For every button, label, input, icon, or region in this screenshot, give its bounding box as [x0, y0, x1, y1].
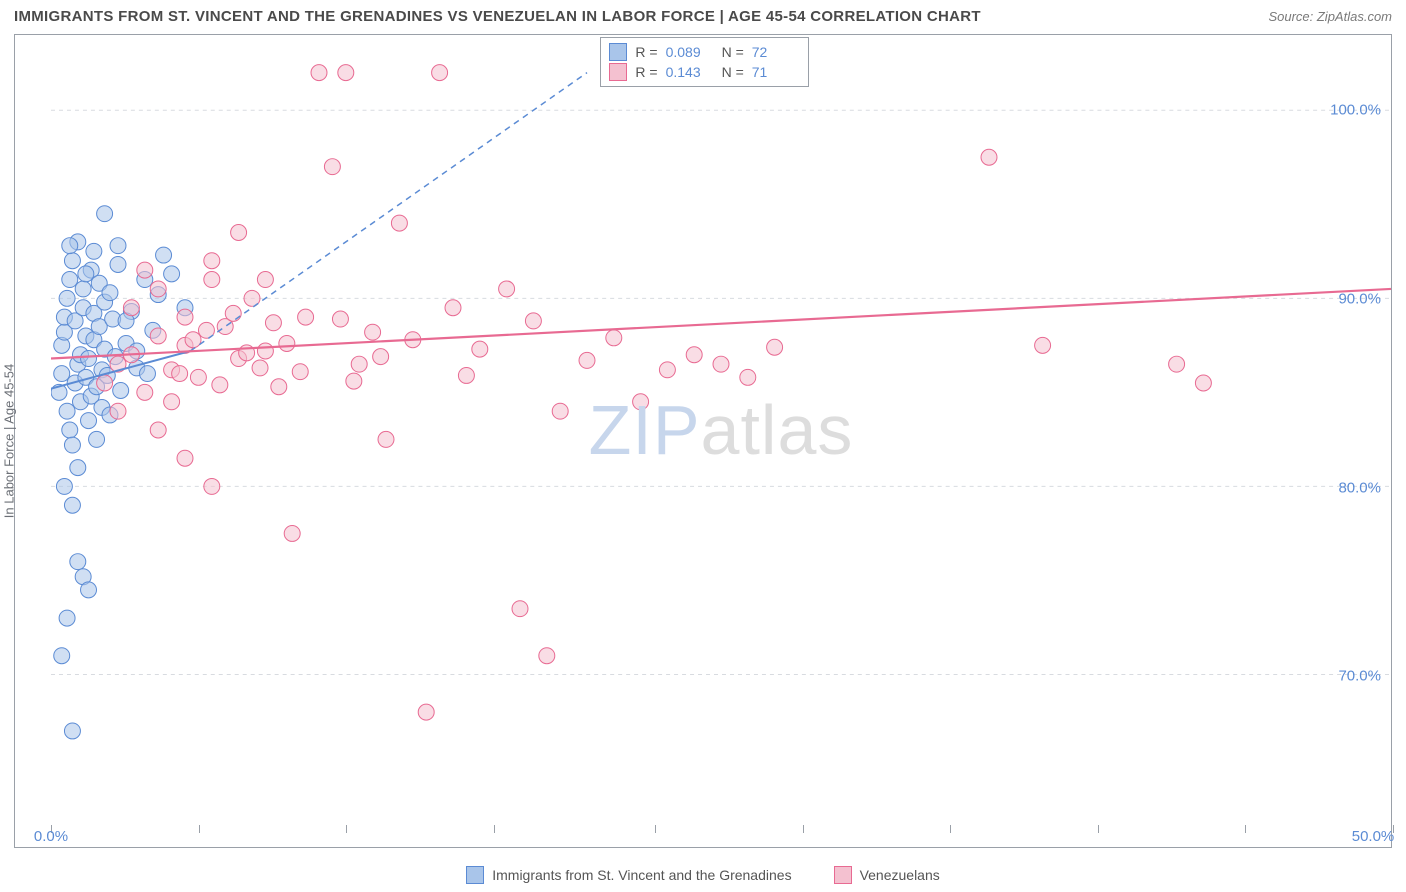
y-tick-label: 100.0% [1330, 102, 1381, 119]
plot-area: ZIPatlas R = 0.089 N = 72 R = 0.143 N = … [51, 35, 1391, 825]
stat-n-label: N = [722, 44, 744, 60]
stat-r-value: 0.089 [666, 44, 714, 60]
y-tick-label: 80.0% [1338, 479, 1381, 496]
legend-item: Venezuelans [834, 866, 940, 884]
y-tick-label: 70.0% [1338, 668, 1381, 685]
x-tick-mark [346, 825, 347, 833]
chart-source: Source: ZipAtlas.com [1268, 9, 1392, 24]
y-tick-label: 90.0% [1338, 291, 1381, 308]
legend-label: Venezuelans [860, 867, 940, 883]
stat-r-label: R = [635, 44, 657, 60]
legend-label: Immigrants from St. Vincent and the Gren… [492, 867, 791, 883]
x-tick-mark [199, 825, 200, 833]
x-tick-mark [803, 825, 804, 833]
chart-header: IMMIGRANTS FROM ST. VINCENT AND THE GREN… [0, 0, 1406, 31]
correlation-stats-box: R = 0.089 N = 72 R = 0.143 N = 71 [600, 37, 808, 87]
stat-n-label: N = [722, 64, 744, 80]
plot-frame: In Labor Force | Age 45-54 ZIPatlas R = … [14, 34, 1392, 848]
stat-r-value: 0.143 [666, 64, 714, 80]
x-tick-mark [1098, 825, 1099, 833]
y-axis-label: In Labor Force | Age 45-54 [2, 364, 17, 518]
stats-row: R = 0.143 N = 71 [609, 62, 799, 82]
x-tick-label-right: 50.0% [1352, 828, 1395, 845]
legend-swatch [466, 866, 484, 884]
stats-swatch [609, 43, 627, 61]
stat-n-value: 71 [752, 64, 800, 80]
legend-swatch [834, 866, 852, 884]
stat-r-label: R = [635, 64, 657, 80]
x-tick-mark [655, 825, 656, 833]
x-tick-mark [950, 825, 951, 833]
legend: Immigrants from St. Vincent and the Gren… [0, 866, 1406, 884]
x-tick-mark [494, 825, 495, 833]
stat-n-value: 72 [752, 44, 800, 60]
legend-item: Immigrants from St. Vincent and the Gren… [466, 866, 791, 884]
x-tick-mark [1245, 825, 1246, 833]
stats-row: R = 0.089 N = 72 [609, 42, 799, 62]
stats-swatch [609, 63, 627, 81]
scatter-chart [51, 35, 1391, 825]
chart-title: IMMIGRANTS FROM ST. VINCENT AND THE GREN… [14, 8, 981, 25]
x-tick-label-left: 0.0% [34, 828, 68, 845]
